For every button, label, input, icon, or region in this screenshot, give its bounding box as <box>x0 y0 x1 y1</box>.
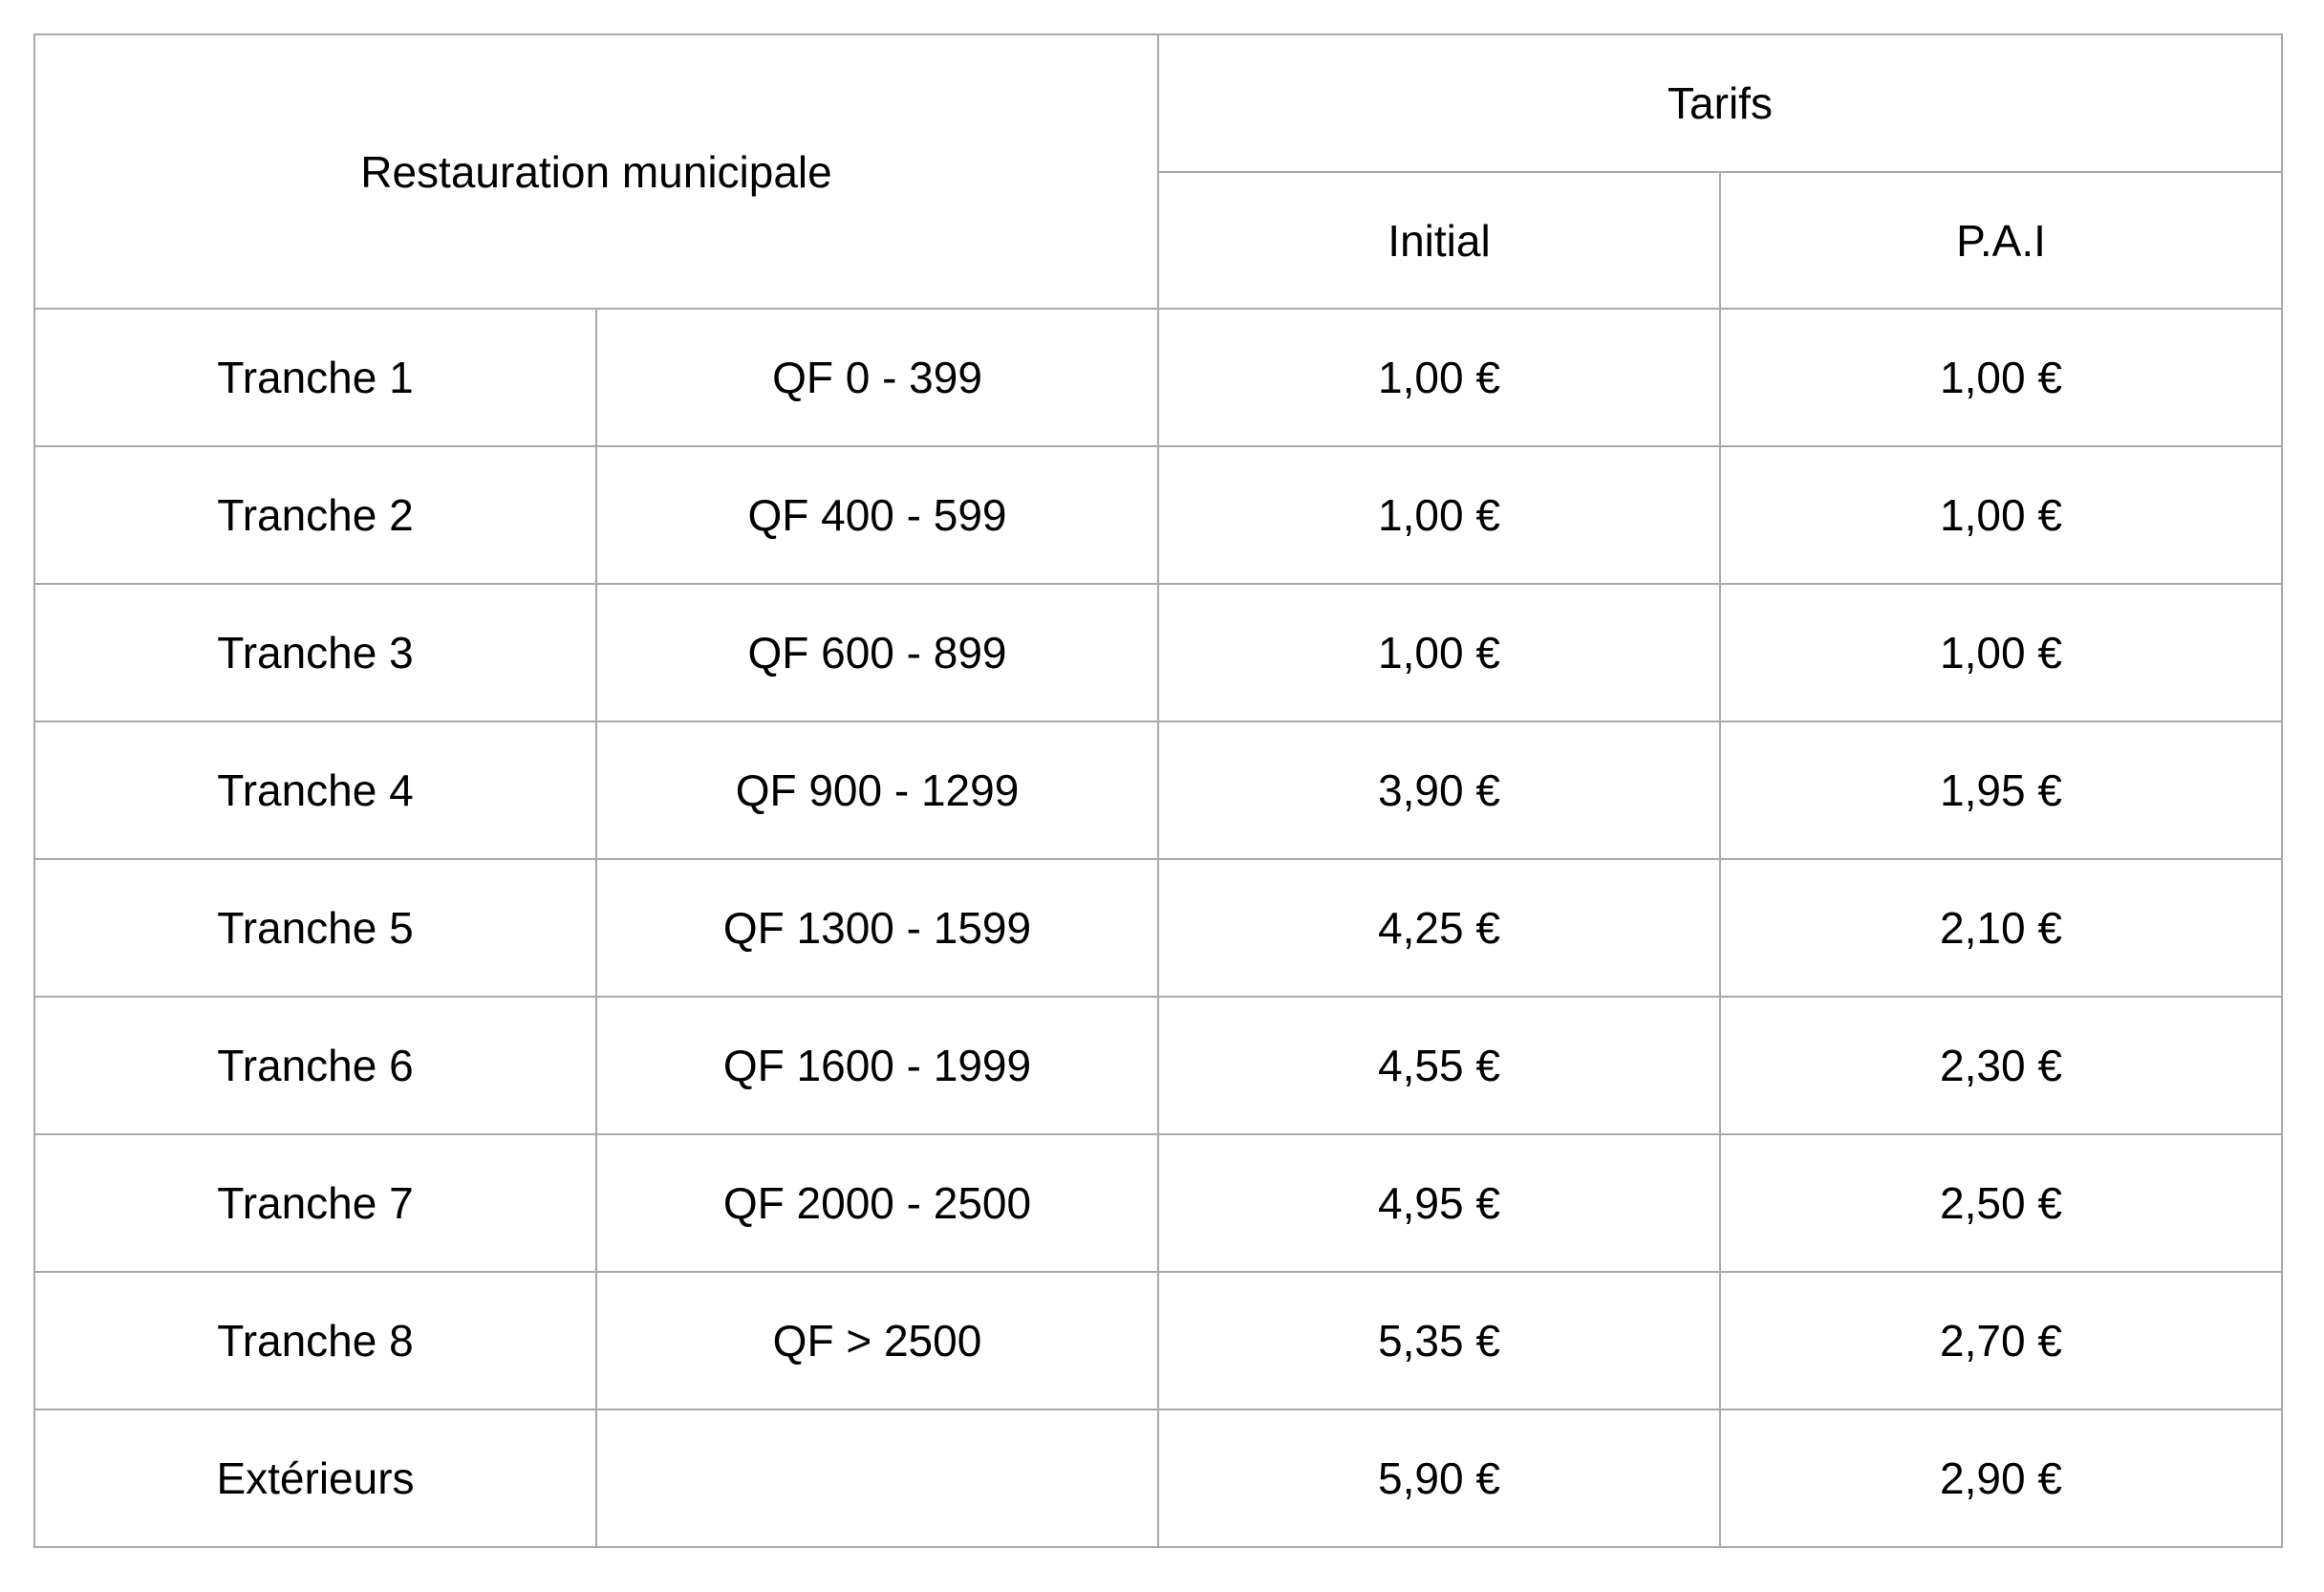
table-row: Tranche 5 QF 1300 - 1599 4,25 € 2,10 € <box>33 858 2283 998</box>
qf-range-cell: QF 400 - 599 <box>595 445 1159 585</box>
tarifs-table: Restauration municipale Tarifs Initial P… <box>33 33 2283 1548</box>
qf-range-cell: QF 600 - 899 <box>595 583 1159 722</box>
pai-price-cell: 1,00 € <box>1719 308 2283 447</box>
tranche-label-cell: Extérieurs <box>33 1409 597 1548</box>
qf-range-cell: QF 1600 - 1999 <box>595 996 1159 1135</box>
table-row: Tranche 2 QF 400 - 599 1,00 € 1,00 € <box>33 445 2283 585</box>
tranche-label-cell: Tranche 4 <box>33 721 597 860</box>
table-row: Tranche 7 QF 2000 - 2500 4,95 € 2,50 € <box>33 1133 2283 1273</box>
table-row: Extérieurs 5,90 € 2,90 € <box>33 1409 2283 1548</box>
qf-range-cell <box>595 1409 1159 1548</box>
initial-price-cell: 4,95 € <box>1157 1133 1721 1273</box>
initial-column-header: Initial <box>1157 171 1721 310</box>
pai-price-cell: 2,30 € <box>1719 996 2283 1135</box>
tranche-label-cell: Tranche 6 <box>33 996 597 1135</box>
initial-price-cell: 4,25 € <box>1157 858 1721 998</box>
initial-price-cell: 5,35 € <box>1157 1271 1721 1410</box>
table-row: Tranche 8 QF > 2500 5,35 € 2,70 € <box>33 1271 2283 1410</box>
tranche-label-cell: Tranche 1 <box>33 308 597 447</box>
tranche-label-cell: Tranche 7 <box>33 1133 597 1273</box>
initial-price-cell: 1,00 € <box>1157 308 1721 447</box>
initial-price-cell: 1,00 € <box>1157 445 1721 585</box>
pai-price-cell: 1,95 € <box>1719 721 2283 860</box>
qf-range-cell: QF 900 - 1299 <box>595 721 1159 860</box>
tranche-label-cell: Tranche 2 <box>33 445 597 585</box>
pai-column-header: P.A.I <box>1719 171 2283 310</box>
table-row: Tranche 1 QF 0 - 399 1,00 € 1,00 € <box>33 308 2283 447</box>
table-row: Tranche 6 QF 1600 - 1999 4,55 € 2,30 € <box>33 996 2283 1135</box>
initial-price-cell: 5,90 € <box>1157 1409 1721 1548</box>
table-row: Tranche 4 QF 900 - 1299 3,90 € 1,95 € <box>33 721 2283 860</box>
qf-range-cell: QF > 2500 <box>595 1271 1159 1410</box>
restauration-municipale-header: Restauration municipale <box>33 33 1159 310</box>
pai-price-cell: 2,70 € <box>1719 1271 2283 1410</box>
tarifs-header: Tarifs <box>1157 33 2283 173</box>
tranche-label-cell: Tranche 8 <box>33 1271 597 1410</box>
pai-price-cell: 1,00 € <box>1719 583 2283 722</box>
table-header-row-2: Initial P.A.I <box>34 171 2283 310</box>
pai-price-cell: 1,00 € <box>1719 445 2283 585</box>
pai-price-cell: 2,10 € <box>1719 858 2283 998</box>
tranche-label-cell: Tranche 3 <box>33 583 597 722</box>
qf-range-cell: QF 1300 - 1599 <box>595 858 1159 998</box>
qf-range-cell: QF 0 - 399 <box>595 308 1159 447</box>
initial-price-cell: 1,00 € <box>1157 583 1721 722</box>
initial-price-cell: 3,90 € <box>1157 721 1721 860</box>
pai-price-cell: 2,90 € <box>1719 1409 2283 1548</box>
pai-price-cell: 2,50 € <box>1719 1133 2283 1273</box>
tranche-label-cell: Tranche 5 <box>33 858 597 998</box>
qf-range-cell: QF 2000 - 2500 <box>595 1133 1159 1273</box>
initial-price-cell: 4,55 € <box>1157 996 1721 1135</box>
table-header-row-1: Restauration municipale Tarifs <box>33 33 2283 310</box>
table-row: Tranche 3 QF 600 - 899 1,00 € 1,00 € <box>33 583 2283 722</box>
